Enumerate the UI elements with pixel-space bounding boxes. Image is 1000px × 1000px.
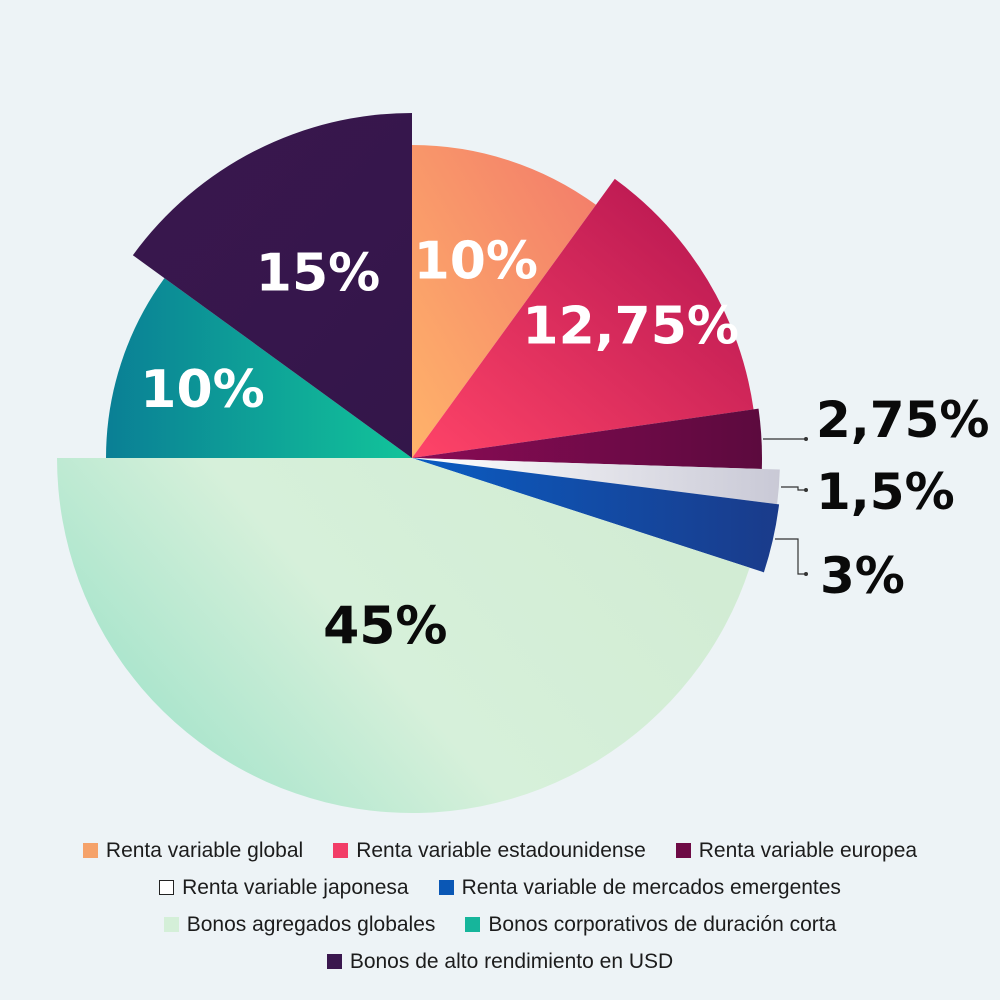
slice-label-renta-japonesa: 1,5% xyxy=(816,463,955,521)
pie-slice-renta-emergentes xyxy=(412,458,780,573)
pie-slice-renta-europea xyxy=(412,408,763,469)
legend-swatch xyxy=(163,917,179,932)
legend-label: Renta variable japonesa xyxy=(182,875,409,899)
legend-row: Renta variable global Renta variable esta… xyxy=(0,832,1000,869)
legend-label: Bonos agregados globales xyxy=(186,912,436,936)
legend-row: Bonos agregados globales Bonos corporativ… xyxy=(0,906,1000,943)
leader-line-renta-emergentes xyxy=(775,538,806,575)
legend-item-renta-europea: Renta variable europea xyxy=(675,838,918,863)
leader-dot-renta-emergentes xyxy=(804,572,808,576)
pie-slice-renta-estadounidense xyxy=(412,178,754,458)
legend-swatch xyxy=(326,954,342,969)
legend-swatch xyxy=(159,880,175,895)
leader-dot-renta-japonesa xyxy=(804,488,808,492)
legend-label: Renta variable de mercados emergentes xyxy=(461,875,841,899)
legend-swatch xyxy=(333,843,349,858)
legend-item-renta-global: Renta variable global xyxy=(82,838,304,863)
legend-item-renta-emergentes: Renta variable de mercados emergentes xyxy=(438,875,841,900)
slice-label-renta-estadounidense: 12,75% xyxy=(522,296,739,356)
legend-item-bonos-agregados: Bonos agregados globales xyxy=(163,912,436,937)
legend-label: Renta variable estadounidense xyxy=(356,838,646,862)
legend-swatch xyxy=(675,843,691,858)
legend-item-renta-japonesa: Renta variable japonesa xyxy=(159,876,409,900)
slice-label-renta-global: 10% xyxy=(414,232,538,292)
legend-item-bonos-alto-rendimiento: Bonos de alto rendimiento en USD xyxy=(326,949,674,974)
legend-label: Renta variable europea xyxy=(698,838,918,862)
legend-swatch xyxy=(465,917,481,932)
legend-label: Bonos corporativos de duración corta xyxy=(488,912,837,936)
legend: Renta variable global Renta variable esta… xyxy=(0,832,1000,980)
pie-slice-renta-japonesa xyxy=(412,458,780,505)
legend-row: Bonos de alto rendimiento en USD xyxy=(0,943,1000,980)
slice-label-bonos-agregados: 45% xyxy=(323,596,447,656)
pie-chart: 10%12,75%45%10%15%2,75%1,5%3% xyxy=(57,113,989,814)
legend-label: Bonos de alto rendimiento en USD xyxy=(349,949,674,973)
legend-label: Renta variable global xyxy=(105,838,304,862)
pie-slice-bonos-corporativos xyxy=(106,278,412,458)
leader-dot-renta-europea xyxy=(804,437,808,441)
pie-slice-bonos-alto-rendimiento xyxy=(132,113,412,458)
slice-label-renta-emergentes: 3% xyxy=(820,547,905,605)
slice-label-bonos-alto-rendimiento: 15% xyxy=(256,244,380,304)
slice-label-bonos-corporativos: 10% xyxy=(140,360,264,420)
pie-slice-bonos-agregados xyxy=(57,458,750,814)
slice-label-renta-europea: 2,75% xyxy=(816,391,989,449)
legend-row: Renta variable japonesa Renta variable de… xyxy=(0,869,1000,906)
legend-item-renta-estadounidense: Renta variable estadounidense xyxy=(333,839,646,863)
legend-item-bonos-corporativos: Bonos corporativos de duración corta xyxy=(465,913,836,937)
legend-swatch xyxy=(82,843,98,858)
pie-slice-renta-global xyxy=(412,145,596,458)
legend-swatch xyxy=(438,880,454,895)
leader-line-renta-japonesa xyxy=(781,486,806,491)
